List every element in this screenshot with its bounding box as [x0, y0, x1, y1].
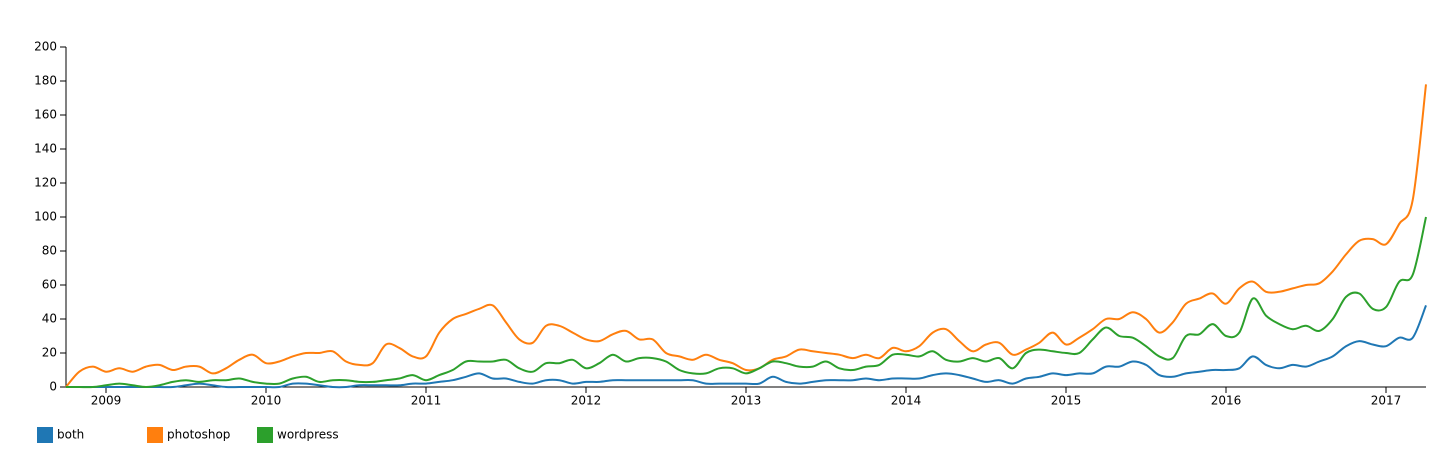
- legend-label: both: [57, 428, 84, 442]
- line: [65, 84, 1427, 388]
- y-tick-label: 60: [42, 278, 57, 292]
- y-tick-label: 100: [34, 210, 57, 224]
- legend-swatch: [37, 427, 53, 443]
- legend-swatch: [147, 427, 163, 443]
- x-tick-label: 2015: [1051, 394, 1082, 408]
- x-tick-label: 2014: [891, 394, 922, 408]
- y-tick-label: 80: [42, 244, 57, 258]
- line: [65, 216, 1427, 389]
- legend-swatch: [257, 427, 273, 443]
- y-tick-label: 140: [34, 142, 57, 156]
- x-tick-label: 2011: [411, 394, 442, 408]
- line: [65, 305, 1427, 389]
- x-tick-label: 2010: [251, 394, 282, 408]
- x-tick-label: 2013: [731, 394, 762, 408]
- x-tick-label: 2017: [1371, 394, 1402, 408]
- x-tick-label: 2012: [571, 394, 602, 408]
- y-tick-label: 40: [42, 312, 57, 326]
- y-tick-label: 180: [34, 74, 57, 88]
- x-tick-label: 2016: [1211, 394, 1242, 408]
- y-tick-label: 160: [34, 108, 57, 122]
- legend-label: photoshop: [167, 428, 230, 442]
- y-tick-label: 0: [49, 380, 57, 394]
- y-tick-label: 200: [34, 40, 57, 54]
- x-tick-label: 2009: [91, 394, 122, 408]
- legend-label: wordpress: [277, 428, 339, 442]
- y-tick-label: 20: [42, 346, 57, 360]
- y-tick-label: 120: [34, 176, 57, 190]
